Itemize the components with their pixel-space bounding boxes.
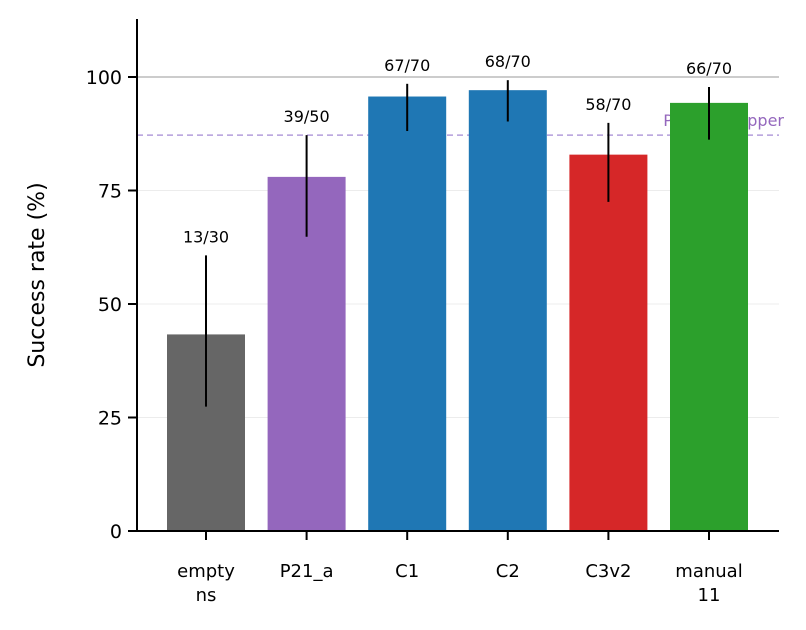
x-tick-label: C1 <box>395 561 419 582</box>
data-labels: 13/30 39/50 67/70 68/70 58/70 66/70 <box>183 52 732 246</box>
data-label: 68/70 <box>485 52 531 71</box>
y-axis-title: Success rate (%) <box>25 182 50 367</box>
y-ticks: 0 25 50 75 100 <box>86 67 137 543</box>
x-tick-label: P21_a <box>280 561 334 582</box>
y-tick-label: 50 <box>98 294 122 316</box>
y-tick-label: 25 <box>98 408 122 430</box>
data-label: 39/50 <box>284 107 330 126</box>
bar <box>670 102 748 532</box>
data-label: 67/70 <box>384 56 430 75</box>
x-tick-label: manual <box>675 561 742 582</box>
x-ticks: empty ns P21_a C1 C2 C3v2 manual 11 <box>177 531 743 606</box>
error-bars <box>205 80 710 407</box>
x-tick-label: C2 <box>496 561 520 582</box>
y-tick-label: 75 <box>98 181 122 203</box>
x-tick-label: ns <box>196 585 217 606</box>
data-label: 66/70 <box>686 59 732 78</box>
bar <box>468 90 547 531</box>
x-tick-label: 11 <box>698 585 721 606</box>
y-tick-label: 0 <box>110 521 122 543</box>
bar <box>569 154 648 531</box>
bar <box>368 96 447 531</box>
x-tick-label: empty <box>177 561 235 582</box>
axes <box>136 19 779 532</box>
data-label: 13/30 <box>183 227 229 246</box>
x-tick-label: C3v2 <box>585 561 631 582</box>
y-tick-label: 100 <box>86 67 122 89</box>
bars <box>167 90 748 532</box>
data-label: 58/70 <box>585 95 631 114</box>
